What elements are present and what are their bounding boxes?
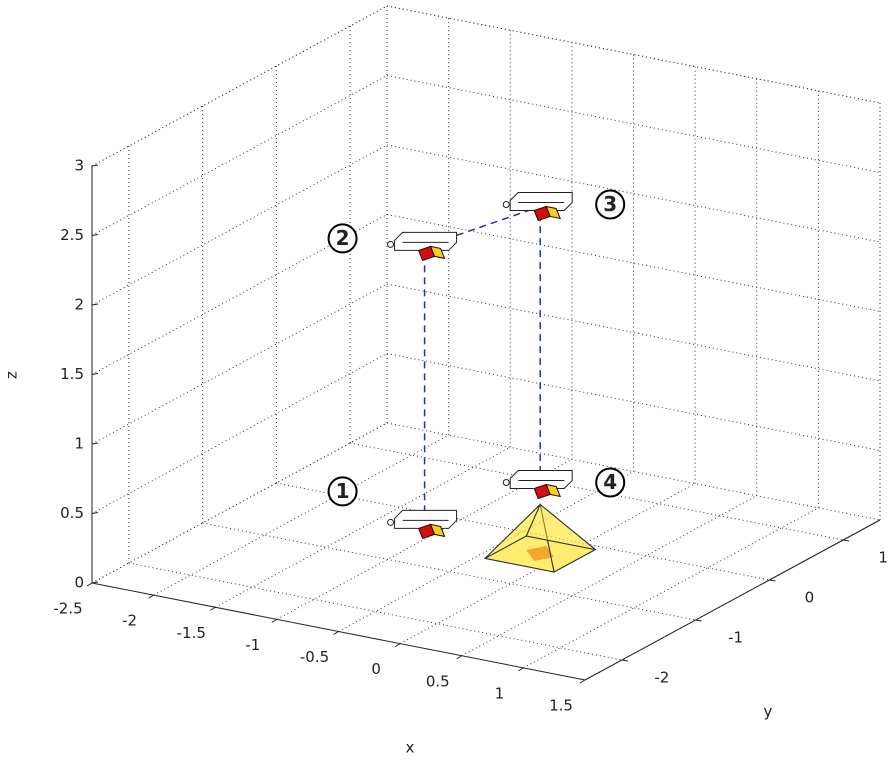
- grid-line: [91, 75, 388, 236]
- quad-rotor: [387, 240, 395, 248]
- tick-mark: [518, 667, 524, 672]
- point-label: 4: [603, 470, 617, 494]
- point-label: 3: [603, 192, 617, 216]
- tick-mark: [394, 643, 401, 648]
- quad-body: [394, 231, 458, 251]
- y-tick-label: 0: [805, 589, 815, 607]
- grid-line: [386, 75, 881, 173]
- x-tick-label: 1.5: [549, 697, 573, 715]
- tick-mark: [91, 581, 99, 584]
- waypoint: [502, 469, 573, 500]
- tick-mark: [695, 619, 702, 622]
- grid-line: [202, 522, 696, 621]
- grid-line: [461, 495, 757, 657]
- tick-mark: [91, 442, 99, 445]
- quad-rotor: [502, 478, 510, 486]
- quad-yellow: [429, 523, 446, 538]
- y-tick-label: 1: [878, 549, 888, 567]
- tick-mark: [91, 303, 99, 306]
- tick-mark: [456, 655, 463, 660]
- z-tick-label: 0.5: [60, 504, 84, 522]
- y-axis-label: y: [764, 703, 773, 721]
- point-label: 1: [336, 479, 350, 503]
- tick-mark: [209, 606, 216, 611]
- y-tick-label: -2: [654, 669, 669, 687]
- tick-mark: [579, 679, 586, 684]
- camera-face: [484, 504, 541, 559]
- grid-line: [91, 5, 388, 167]
- axis-line: [584, 519, 881, 681]
- waypoint: [387, 231, 458, 262]
- z-axis-label: z: [3, 371, 21, 379]
- z-tick-label: 1: [74, 435, 84, 453]
- tick-mark: [148, 594, 154, 599]
- x-tick-label: -2: [122, 612, 137, 630]
- tick-mark: [621, 659, 628, 662]
- tick-mark: [769, 579, 776, 582]
- x-tick-label: 0.5: [426, 672, 450, 690]
- quad-yellow: [545, 483, 562, 498]
- grid-line: [91, 283, 388, 445]
- z-tick-label: 2: [74, 296, 84, 314]
- x-axis-label: x: [406, 739, 415, 757]
- quad-body: [509, 469, 573, 489]
- x-tick-label: 1: [495, 684, 505, 702]
- quad-yellow: [545, 205, 562, 220]
- z-tick-label: 2.5: [60, 226, 84, 244]
- x-tick-label: -1.5: [177, 624, 206, 642]
- box-edge: [91, 5, 388, 167]
- waypoint: [502, 191, 573, 222]
- point-label-circle: [595, 189, 626, 220]
- tick-mark: [843, 539, 850, 542]
- grid-line: [215, 446, 511, 608]
- z-tick-label: 0: [74, 574, 84, 592]
- quad-body: [394, 509, 458, 529]
- point-label-circle: [595, 467, 626, 498]
- trajectory: [423, 205, 541, 525]
- footprint-center: [526, 545, 555, 561]
- point-label: 2: [336, 226, 350, 250]
- tick-mark: [91, 164, 99, 167]
- quad-rotor: [502, 200, 510, 208]
- x-tick-label: -1: [245, 636, 260, 654]
- quad-body: [509, 191, 573, 211]
- grid-line: [386, 353, 881, 451]
- tick-mark: [91, 512, 99, 514]
- quad-rotor: [387, 518, 395, 526]
- z-tick-label: 3: [74, 157, 84, 175]
- tick-mark: [86, 582, 93, 587]
- tick-mark: [91, 234, 99, 236]
- quad-yellow: [429, 245, 446, 260]
- point-label-circle: [327, 223, 358, 254]
- y-tick-label: -1: [728, 629, 743, 647]
- tick-mark: [91, 373, 99, 375]
- z-tick-label: 1.5: [60, 365, 84, 383]
- x-tick-label: 0: [371, 660, 381, 678]
- grid-line: [128, 562, 622, 661]
- point-label-circle: [327, 476, 358, 507]
- x-tick-label: -0.5: [300, 648, 329, 666]
- tick-mark: [333, 631, 339, 635]
- waypoint: [387, 509, 458, 540]
- x-tick-label: -2.5: [53, 600, 82, 618]
- tick-mark: [271, 618, 278, 623]
